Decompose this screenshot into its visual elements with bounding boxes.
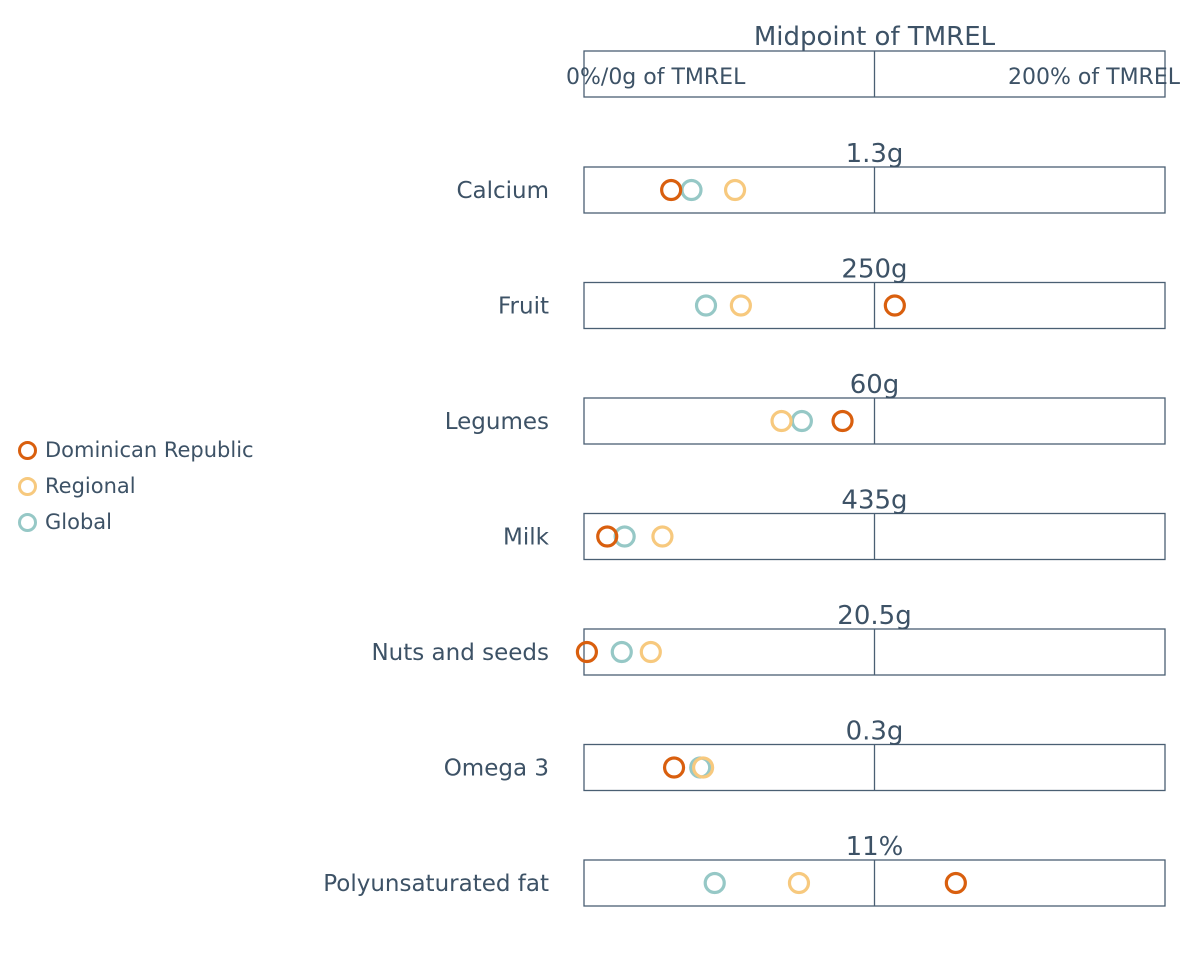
point-global: [703, 871, 726, 895]
legend-marker-global: [18, 512, 37, 532]
point-regional: [787, 871, 811, 895]
point-global: [694, 294, 718, 317]
legend-marker-dominican-republic: [18, 440, 37, 460]
point-dominican-republic: [831, 409, 854, 433]
point-regional: [770, 409, 793, 433]
midpoint-value-label: 0.3g: [846, 717, 904, 747]
legend: Dominican Republic Regional Global: [18, 432, 254, 540]
legend-label-regional: Regional: [45, 474, 136, 498]
category-label: Calcium: [456, 178, 549, 204]
point-dominican-republic: [883, 294, 906, 317]
point-regional: [651, 525, 674, 548]
legend-item-dominican-republic: Dominican Republic: [18, 432, 254, 468]
category-label: Nuts and seeds: [371, 640, 549, 666]
point-dominican-republic: [660, 178, 683, 202]
legend-marker-regional: [18, 476, 37, 496]
category-label: Legumes: [445, 409, 549, 435]
legend-label-dominican-republic: Dominican Republic: [45, 438, 254, 462]
legend-item-regional: Regional: [18, 468, 254, 504]
point-regional: [723, 178, 747, 202]
midpoint-value-label: 250g: [841, 255, 907, 285]
point-global: [790, 409, 813, 433]
header-title: Midpoint of TMREL: [754, 22, 996, 52]
category-label: Fruit: [498, 294, 549, 320]
legend-item-global: Global: [18, 504, 254, 540]
point-regional: [639, 640, 662, 664]
midpoint-value-label: 60g: [850, 370, 900, 400]
category-label: Omega 3: [444, 756, 549, 782]
point-regional: [729, 294, 752, 317]
point-global: [610, 640, 633, 664]
point-dominican-republic: [662, 756, 686, 779]
point-global: [680, 178, 703, 202]
midpoint-value-label: 435g: [841, 486, 907, 516]
header-right-label: 200% of TMREL: [1008, 65, 1181, 90]
category-label: Milk: [503, 525, 550, 551]
midpoint-value-label: 1.3g: [846, 139, 904, 169]
midpoint-value-label: 11%: [846, 832, 904, 862]
point-dominican-republic: [575, 640, 599, 664]
point-dominican-republic: [944, 871, 967, 895]
point-dominican-republic: [596, 525, 619, 548]
category-label: Polyunsaturated fat: [323, 871, 549, 897]
point-regional: [692, 756, 715, 779]
midpoint-value-label: 20.5g: [837, 601, 911, 631]
header-left-label: 0%/0g of TMREL: [566, 65, 746, 90]
legend-label-global: Global: [45, 510, 112, 534]
